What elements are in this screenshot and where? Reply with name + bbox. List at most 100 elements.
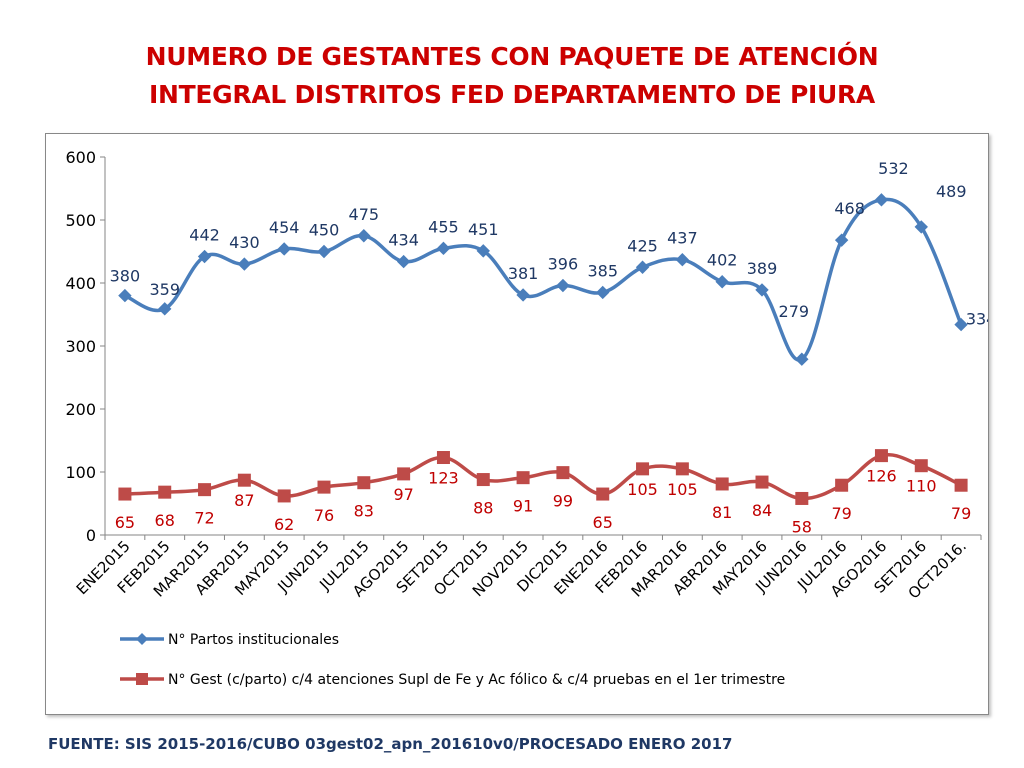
series2-point: [476, 473, 490, 487]
series1-point: [516, 288, 530, 302]
series2-point: [357, 476, 371, 490]
series2-point: [317, 480, 331, 494]
series2-point: [397, 467, 411, 481]
series1-data-label: 279: [779, 302, 810, 321]
series1-data-label: 430: [229, 233, 260, 252]
series2-data-label: 97: [393, 485, 413, 504]
series2-data-label: 105: [667, 480, 698, 499]
series2-point: [874, 449, 888, 463]
series1-point: [476, 244, 490, 258]
y-tick-label: 300: [65, 337, 96, 356]
chart-title: NUMERO DE GESTANTES CON PAQUETE DE ATENC…: [0, 38, 1024, 114]
series2-data-label: 88: [473, 499, 493, 518]
y-tick-label: 500: [65, 211, 96, 230]
series1-data-label: 454: [269, 218, 300, 237]
series2-point: [198, 483, 212, 497]
series1-point: [357, 229, 371, 243]
title-line-2: INTEGRAL DISTRITOS FED DEPARTAMENTO DE P…: [149, 80, 875, 109]
series1-data-label: 532: [878, 159, 909, 178]
series2-point: [835, 478, 849, 492]
series2-data-label: 62: [274, 515, 294, 534]
series1-data-label: 425: [627, 236, 658, 255]
series2-point: [596, 487, 610, 501]
y-tick-label: 400: [65, 274, 96, 293]
series1-point: [436, 241, 451, 256]
line-chart: 0100200300400500600ENE2015FEB2015MAR2015…: [65, 148, 988, 688]
series2-point: [954, 478, 968, 492]
legend-label: N° Partos institucionales: [168, 632, 339, 648]
series1-point: [755, 283, 769, 297]
series2-point: [715, 477, 729, 491]
series1-data-label: 380: [110, 267, 141, 286]
series2-point: [118, 487, 132, 501]
series1-data-label: 381: [508, 264, 539, 283]
series1-data-label: 402: [707, 251, 738, 270]
y-tick-label: 200: [65, 400, 96, 419]
series1-data-label: 442: [189, 226, 220, 245]
series2-data-label: 72: [194, 509, 214, 528]
series2-point: [277, 489, 291, 503]
series1-point: [795, 352, 809, 366]
series2-point: [636, 462, 650, 476]
series2-point: [158, 485, 172, 499]
series2-data-label: 110: [906, 477, 937, 496]
series1-point: [277, 242, 291, 256]
series2-data-label: 65: [593, 513, 613, 532]
y-tick-label: 600: [65, 148, 96, 167]
series1-data-label: 489: [936, 182, 967, 201]
series1-point: [715, 275, 729, 289]
series1-point: [874, 193, 889, 207]
series1-data-label: 396: [548, 255, 579, 274]
series2-point: [516, 471, 530, 485]
series1-point: [675, 252, 690, 267]
series1-point: [396, 254, 411, 269]
series1-data-label: 434: [388, 231, 419, 250]
series2-data-label: 81: [712, 503, 732, 522]
series2-data-label: 87: [234, 491, 254, 510]
series-line: [124, 197, 963, 362]
y-tick-label: 0: [86, 526, 96, 545]
series2-point: [675, 462, 689, 476]
title-line-1: NUMERO DE GESTANTES CON PAQUETE DE ATENC…: [145, 42, 879, 71]
series1-point: [237, 257, 252, 271]
series2-point: [436, 451, 450, 465]
series1-point: [158, 302, 172, 316]
series1-data-label: 451: [468, 220, 499, 239]
series1-point: [834, 233, 849, 247]
series2-data-label: 58: [792, 517, 812, 536]
series1-data-label: 359: [149, 280, 180, 299]
series2-point: [556, 466, 570, 480]
source-note: FUENTE: SIS 2015-2016/CUBO 03gest02_apn_…: [48, 735, 733, 753]
legend-label: N° Gest (c/parto) c/4 atenciones Supl de…: [168, 672, 785, 688]
legend-marker: [136, 633, 148, 645]
series2-point: [795, 491, 809, 505]
series1-data-label: 468: [834, 199, 865, 218]
series1-data-label: 334: [966, 310, 988, 329]
series2-data-label: 68: [155, 511, 175, 530]
series1-point: [635, 260, 650, 274]
series2-data-label: 79: [831, 504, 851, 523]
series2-data-label: 79: [951, 504, 971, 523]
series1-data-label: 450: [309, 221, 340, 240]
series1-point: [914, 220, 928, 234]
series2-data-label: 65: [115, 513, 135, 532]
series2-data-label: 126: [866, 467, 897, 486]
series2-point: [755, 475, 769, 489]
series2-data-label: 99: [553, 492, 573, 511]
series2-data-label: 76: [314, 506, 334, 525]
chart-frame: 0 100 200 300 400 500 600 ENE2015 FEB2015 MAR2015…: [45, 133, 989, 715]
series1-data-label: 437: [667, 229, 698, 248]
series1-point: [556, 278, 570, 293]
series1-point: [197, 249, 212, 264]
series1-point: [118, 288, 132, 303]
series1-data-label: 475: [349, 205, 380, 224]
series2-data-label: 91: [513, 497, 533, 516]
legend-marker: [136, 673, 148, 685]
series1-data-label: 455: [428, 217, 459, 236]
series2-data-label: 84: [752, 501, 772, 520]
series1-point: [954, 317, 968, 332]
series1-point: [317, 244, 331, 259]
series2-data-label: 105: [627, 480, 658, 499]
series2-data-label: 83: [354, 502, 374, 521]
series1-data-label: 389: [747, 259, 778, 278]
